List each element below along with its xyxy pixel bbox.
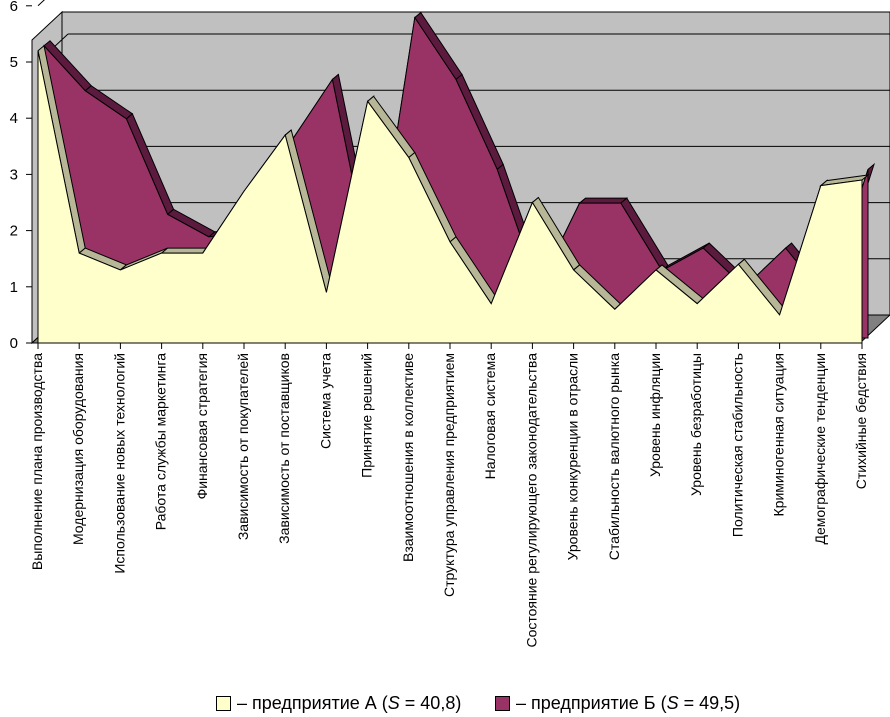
x-tick-label: Демографические тенденции xyxy=(812,353,828,545)
y-tick-label: 0 xyxy=(10,335,18,352)
legend-label-a: – предприятие А (S = 40,8) xyxy=(237,692,462,713)
x-tick-label: Уровень безработицы xyxy=(688,353,704,496)
legend-swatch-a xyxy=(216,695,231,711)
area-ribbon xyxy=(160,247,211,254)
legend-swatch-b xyxy=(495,695,510,711)
x-tick-label: Уровень конкуренции в отрасли xyxy=(565,353,581,560)
x-tick-label: Зависимость от покупателей xyxy=(235,353,251,540)
x-tick-label: Структура управления предприятием xyxy=(441,353,457,597)
x-tick-label: Система учета xyxy=(317,353,333,449)
legend-item-b: – предприятие Б (S = 49,5) xyxy=(495,692,740,714)
x-tick-label: Состояние регулирующего законодательства xyxy=(523,353,539,648)
area-ribbon xyxy=(578,197,629,204)
y-tick-label: 4 xyxy=(10,110,18,127)
x-tick-label: Взаимоотношения в коллективе xyxy=(400,353,416,562)
x-tick-label: Принятие решений xyxy=(359,353,375,478)
gridline xyxy=(37,0,45,7)
x-tick-label: Стабильность валютного рынка xyxy=(606,353,622,560)
x-tick-label: Работа службы маркетинга xyxy=(153,353,169,530)
legend-item-a: – предприятие А (S = 40,8) xyxy=(216,692,461,714)
legend-label-b: – предприятие Б (S = 49,5) xyxy=(516,692,741,713)
y-tick-label: 3 xyxy=(10,166,18,183)
x-tick-label: Модернизация оборудования xyxy=(70,353,86,545)
x-tick-label: Уровень инфляции xyxy=(647,353,663,477)
x-tick-label: Финансовая стратегия xyxy=(194,353,210,499)
x-tick-label: Политическая стабильность xyxy=(729,353,745,537)
x-tick-label: Стихийные бедствия xyxy=(853,353,869,489)
y-tick-label: 5 xyxy=(10,54,18,71)
x-tick-label: Криминогенная ситуация xyxy=(771,353,787,516)
x-tick-label: Выполнение плана производства xyxy=(29,353,45,570)
x-tick-label: Налоговая система xyxy=(482,353,498,480)
x-tick-label: Зависимость от поставщиков xyxy=(276,353,292,544)
y-tick-label: 6 xyxy=(10,0,18,15)
series-areas xyxy=(37,11,875,344)
area-face xyxy=(37,50,863,344)
y-tick-label: 1 xyxy=(10,279,18,296)
series-area-a xyxy=(37,44,870,344)
x-tick-label: Использование новых технологий xyxy=(111,353,127,574)
axes: 0 1 2 3 4 5 6 Выполнение плана производства Моде… xyxy=(10,0,869,648)
y-tick-label: 2 xyxy=(10,223,18,240)
